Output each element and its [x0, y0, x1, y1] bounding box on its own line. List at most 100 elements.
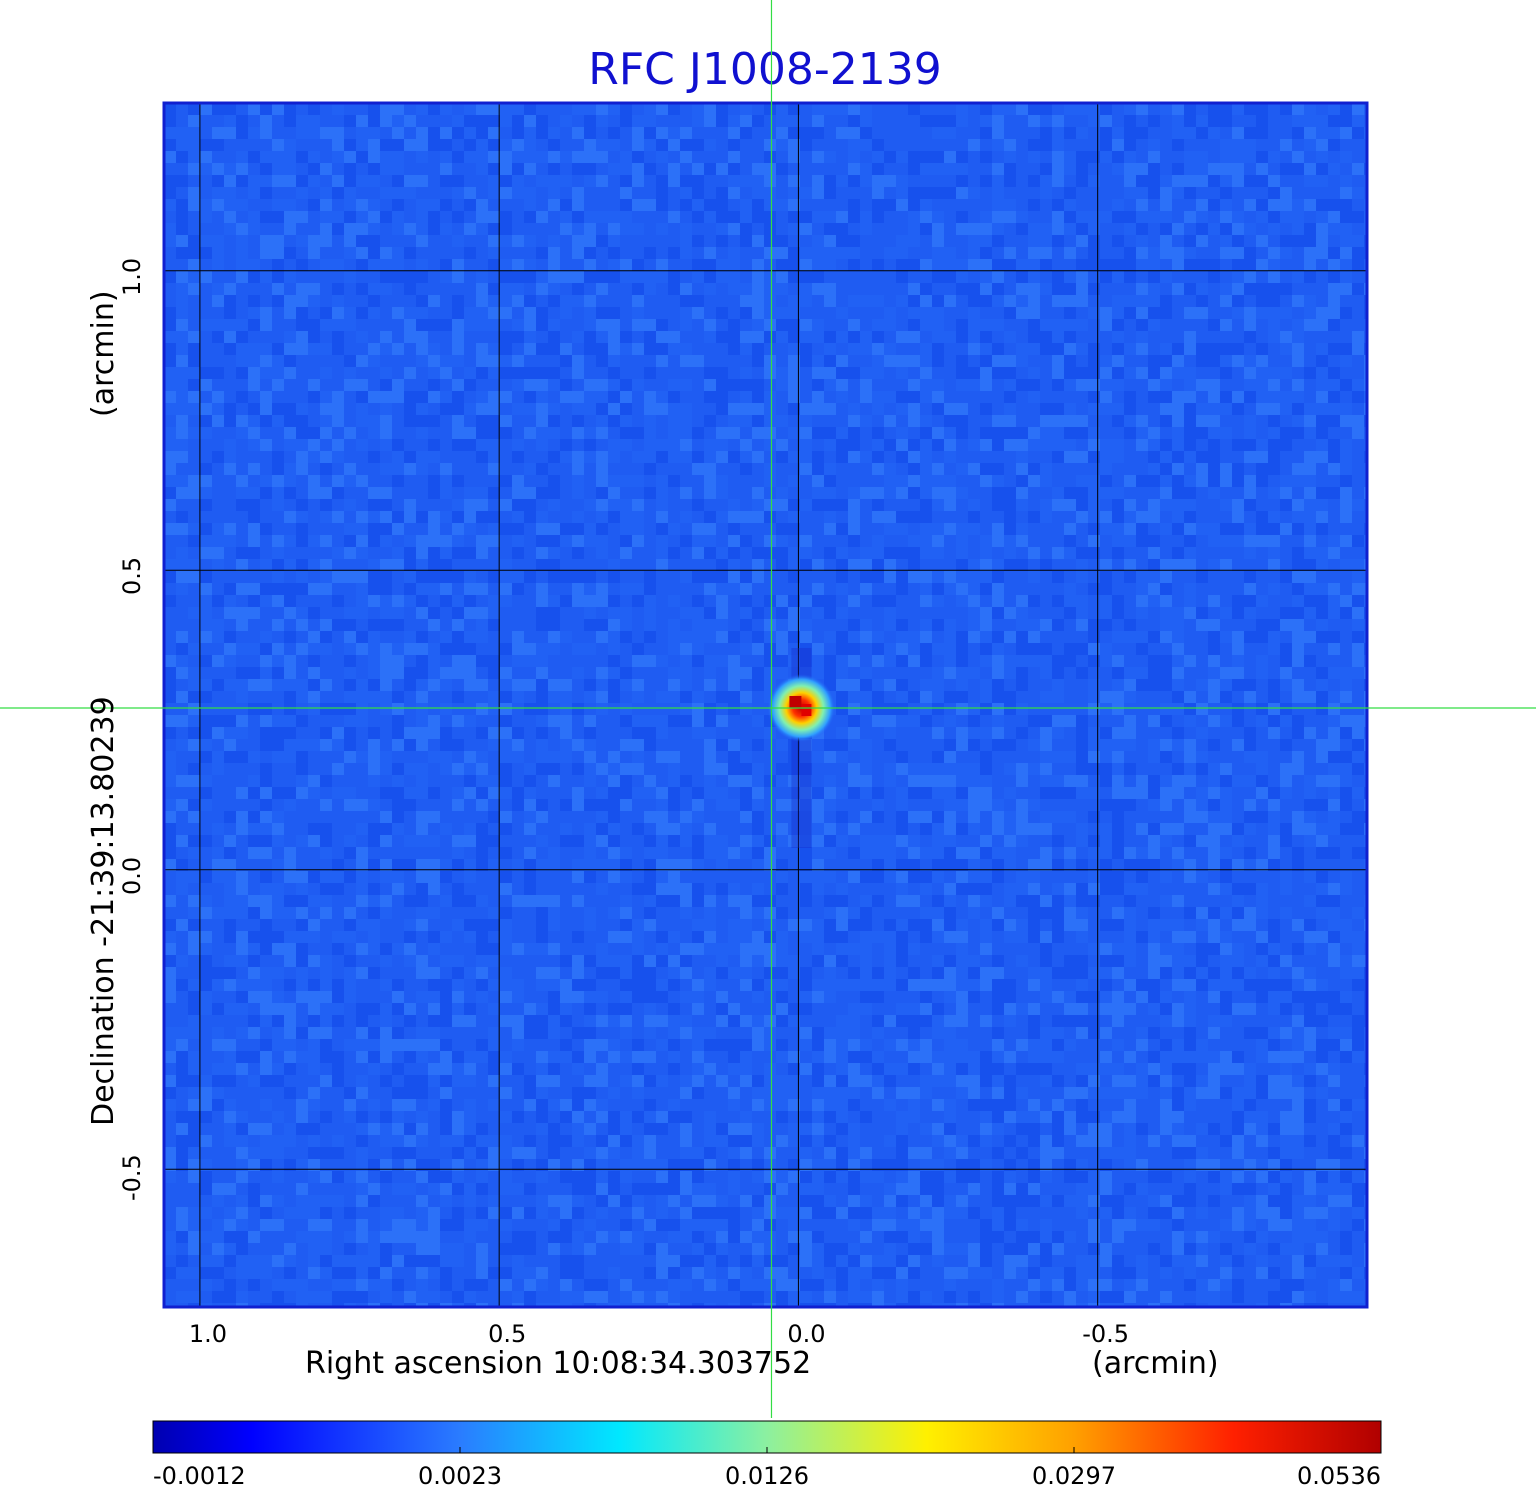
noise-pixel: [1052, 931, 1064, 943]
noise-pixel: [1076, 607, 1088, 619]
noise-pixel: [764, 547, 776, 559]
noise-pixel: [1040, 331, 1052, 343]
noise-pixel: [584, 247, 596, 259]
noise-pixel: [764, 139, 776, 151]
noise-pixel: [296, 931, 308, 943]
noise-pixel: [164, 715, 176, 727]
noise-pixel: [1124, 739, 1136, 751]
noise-pixel: [704, 283, 716, 295]
noise-pixel: [1208, 655, 1220, 667]
noise-pixel: [1268, 391, 1280, 403]
noise-pixel: [1160, 967, 1172, 979]
noise-pixel: [1256, 343, 1268, 355]
noise-pixel: [1352, 331, 1364, 343]
noise-pixel: [380, 679, 392, 691]
noise-pixel: [1184, 775, 1196, 787]
noise-pixel: [1340, 799, 1352, 811]
noise-pixel: [428, 415, 440, 427]
noise-pixel: [776, 379, 788, 391]
noise-pixel: [716, 631, 728, 643]
noise-pixel: [644, 331, 656, 343]
noise-pixel: [596, 415, 608, 427]
noise-pixel: [1136, 307, 1148, 319]
noise-pixel: [296, 259, 308, 271]
noise-pixel: [260, 739, 272, 751]
noise-pixel: [404, 247, 416, 259]
noise-pixel: [260, 523, 272, 535]
noise-pixel: [956, 859, 968, 871]
noise-pixel: [176, 295, 188, 307]
noise-pixel: [620, 379, 632, 391]
noise-pixel: [800, 871, 812, 883]
noise-pixel: [356, 511, 368, 523]
noise-pixel: [956, 559, 968, 571]
noise-pixel: [1040, 127, 1052, 139]
noise-pixel: [680, 319, 692, 331]
noise-pixel: [428, 751, 440, 763]
noise-pixel: [1040, 415, 1052, 427]
noise-pixel: [932, 151, 944, 163]
noise-pixel: [776, 1003, 788, 1015]
noise-pixel: [1244, 775, 1256, 787]
noise-pixel: [596, 787, 608, 799]
noise-pixel: [1208, 463, 1220, 475]
noise-pixel: [848, 919, 860, 931]
noise-pixel: [500, 415, 512, 427]
noise-pixel: [992, 955, 1004, 967]
noise-pixel: [1292, 715, 1304, 727]
noise-pixel: [824, 931, 836, 943]
noise-pixel: [572, 247, 584, 259]
noise-pixel: [752, 487, 764, 499]
noise-pixel: [656, 751, 668, 763]
noise-pixel: [260, 187, 272, 199]
noise-pixel: [620, 907, 632, 919]
noise-pixel: [1148, 511, 1160, 523]
noise-pixel: [836, 451, 848, 463]
noise-pixel: [812, 247, 824, 259]
noise-pixel: [212, 199, 224, 211]
noise-pixel: [1256, 655, 1268, 667]
noise-pixel: [1124, 979, 1136, 991]
noise-pixel: [884, 487, 896, 499]
noise-pixel: [1268, 799, 1280, 811]
noise-pixel: [1028, 319, 1040, 331]
noise-pixel: [860, 739, 872, 751]
noise-pixel: [668, 667, 680, 679]
noise-pixel: [848, 727, 860, 739]
noise-pixel: [656, 199, 668, 211]
noise-pixel: [776, 907, 788, 919]
noise-pixel: [476, 895, 488, 907]
noise-pixel: [740, 583, 752, 595]
noise-pixel: [164, 427, 176, 439]
noise-pixel: [392, 271, 404, 283]
noise-pixel: [416, 415, 428, 427]
noise-pixel: [1148, 655, 1160, 667]
noise-pixel: [416, 859, 428, 871]
noise-pixel: [320, 1003, 332, 1015]
noise-pixel: [488, 655, 500, 667]
noise-pixel: [1256, 619, 1268, 631]
noise-pixel: [1136, 859, 1148, 871]
noise-pixel: [992, 703, 1004, 715]
noise-pixel: [728, 583, 740, 595]
noise-pixel: [1292, 151, 1304, 163]
noise-pixel: [440, 403, 452, 415]
noise-pixel: [632, 199, 644, 211]
noise-pixel: [176, 799, 188, 811]
noise-pixel: [956, 787, 968, 799]
noise-pixel: [692, 499, 704, 511]
noise-pixel: [452, 571, 464, 583]
noise-pixel: [1076, 427, 1088, 439]
noise-pixel: [596, 799, 608, 811]
noise-pixel: [800, 655, 812, 667]
noise-pixel: [1148, 475, 1160, 487]
noise-pixel: [368, 391, 380, 403]
noise-pixel: [572, 271, 584, 283]
noise-pixel: [200, 199, 212, 211]
noise-pixel: [908, 895, 920, 907]
noise-pixel: [812, 859, 824, 871]
noise-pixel: [920, 811, 932, 823]
noise-pixel: [356, 883, 368, 895]
noise-pixel: [908, 151, 920, 163]
noise-pixel: [788, 199, 800, 211]
